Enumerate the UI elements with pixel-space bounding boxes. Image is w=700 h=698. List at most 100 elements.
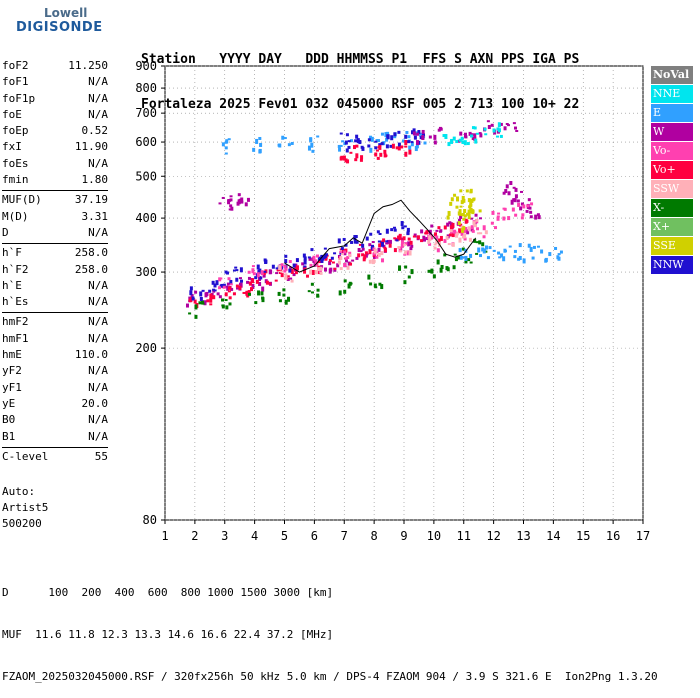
echo-point <box>261 297 265 303</box>
echo-point <box>520 216 524 220</box>
param-row-fmin: fmin 1.80 <box>2 172 108 188</box>
echo-point <box>284 259 288 264</box>
echo-point <box>353 239 357 244</box>
echo-point <box>303 265 307 268</box>
echo-point <box>271 264 275 269</box>
param-value: N/A <box>88 225 108 239</box>
echo-point <box>522 204 526 209</box>
param-label: B0 <box>2 413 16 427</box>
echo-point <box>416 132 420 136</box>
echo-point <box>265 280 269 285</box>
param-value: N/A <box>88 91 108 105</box>
echo-point <box>290 279 294 283</box>
echo-point <box>232 269 236 272</box>
echo-point <box>458 228 462 234</box>
param-value: N/A <box>88 380 108 394</box>
echo-point <box>406 230 410 235</box>
echo-point <box>462 226 466 231</box>
ionogram-chart: 1 2 3 4 5 6 7 8 9 10 11 12 13 14 15 16 17 80200300400500… <box>135 59 650 543</box>
echo-point <box>461 235 465 239</box>
echo-point <box>440 265 444 270</box>
echo-point <box>403 225 407 228</box>
echo-point <box>439 229 443 233</box>
param-value: 1.80 <box>81 173 109 187</box>
echo-point <box>508 245 512 248</box>
echo-point <box>529 210 533 214</box>
echo-point <box>484 245 488 250</box>
echo-point <box>405 130 409 134</box>
echo-point <box>482 225 486 231</box>
echo-point <box>496 215 500 218</box>
echo-point <box>465 189 469 193</box>
param-row-h-e: h`E N/A <box>2 278 108 294</box>
echo-point <box>471 126 475 130</box>
param-row-h-f2: h`F2 258.0 <box>2 262 108 278</box>
echo-point <box>292 263 296 268</box>
echo-point <box>475 132 479 135</box>
echo-point <box>439 267 443 273</box>
echo-point <box>378 282 382 286</box>
echo-point <box>461 247 465 251</box>
echo-point <box>364 254 368 258</box>
echo-point <box>380 132 384 136</box>
param-value: N/A <box>88 315 108 329</box>
echo-point <box>502 191 506 195</box>
echo-point <box>449 226 453 232</box>
auto-line2: Artist5 <box>2 501 49 514</box>
echo-point <box>225 305 229 310</box>
param-value: N/A <box>88 107 108 121</box>
echo-point <box>433 134 437 140</box>
echo-point <box>303 256 307 261</box>
echo-point <box>464 255 468 261</box>
echo-point <box>277 291 281 296</box>
echo-point <box>188 312 192 315</box>
echo-point <box>502 216 506 221</box>
echo-point <box>239 267 243 273</box>
echo-point <box>393 228 397 232</box>
echo-point <box>307 256 311 259</box>
y-tick-label: 300 <box>135 265 157 279</box>
echo-point <box>376 139 380 143</box>
echo-point <box>381 258 385 263</box>
param-value: N/A <box>88 413 108 427</box>
param-separator <box>2 243 108 245</box>
echo-point <box>341 140 345 143</box>
echo-point <box>483 248 487 252</box>
echo-point <box>410 141 414 144</box>
echo-point <box>323 247 327 250</box>
echo-point <box>361 243 365 248</box>
echo-point <box>520 190 524 193</box>
x-tick-label: 17 <box>636 529 650 543</box>
echo-point <box>246 197 250 202</box>
echo-point <box>428 235 432 241</box>
legend-item-vo-: Vo- <box>651 142 693 160</box>
echo-point <box>404 145 408 148</box>
echo-point <box>199 296 203 301</box>
echo-point <box>502 256 506 262</box>
echo-point <box>497 212 501 215</box>
echo-point <box>450 197 454 202</box>
echo-point <box>479 133 483 138</box>
x-tick-label: 12 <box>486 529 500 543</box>
echo-point <box>330 256 334 260</box>
echo-point <box>407 135 411 139</box>
echo-point <box>328 259 332 263</box>
echo-point <box>353 145 357 150</box>
echo-point <box>343 279 347 283</box>
echo-point <box>448 233 452 237</box>
echo-point <box>408 149 412 155</box>
echo-point <box>360 155 364 160</box>
echo-point <box>469 207 473 210</box>
echo-point <box>359 250 363 253</box>
y-ticks: 80 200 300 400 500 600 700 800 900 <box>135 59 165 527</box>
echo-point <box>323 267 327 272</box>
echo-point <box>439 235 443 241</box>
param-row-c-level: C-level 55 <box>2 449 108 465</box>
param-value: 11.250 <box>68 59 108 72</box>
param-row-b1: B1 N/A <box>2 429 108 445</box>
param-label: hmF1 <box>2 331 29 345</box>
echo-point <box>404 134 408 139</box>
footer-muf-row: MUF 11.6 11.8 12.3 13.3 14.6 16.6 22.4 3… <box>2 628 334 641</box>
echo-point <box>548 252 552 257</box>
echo-point <box>525 209 529 213</box>
